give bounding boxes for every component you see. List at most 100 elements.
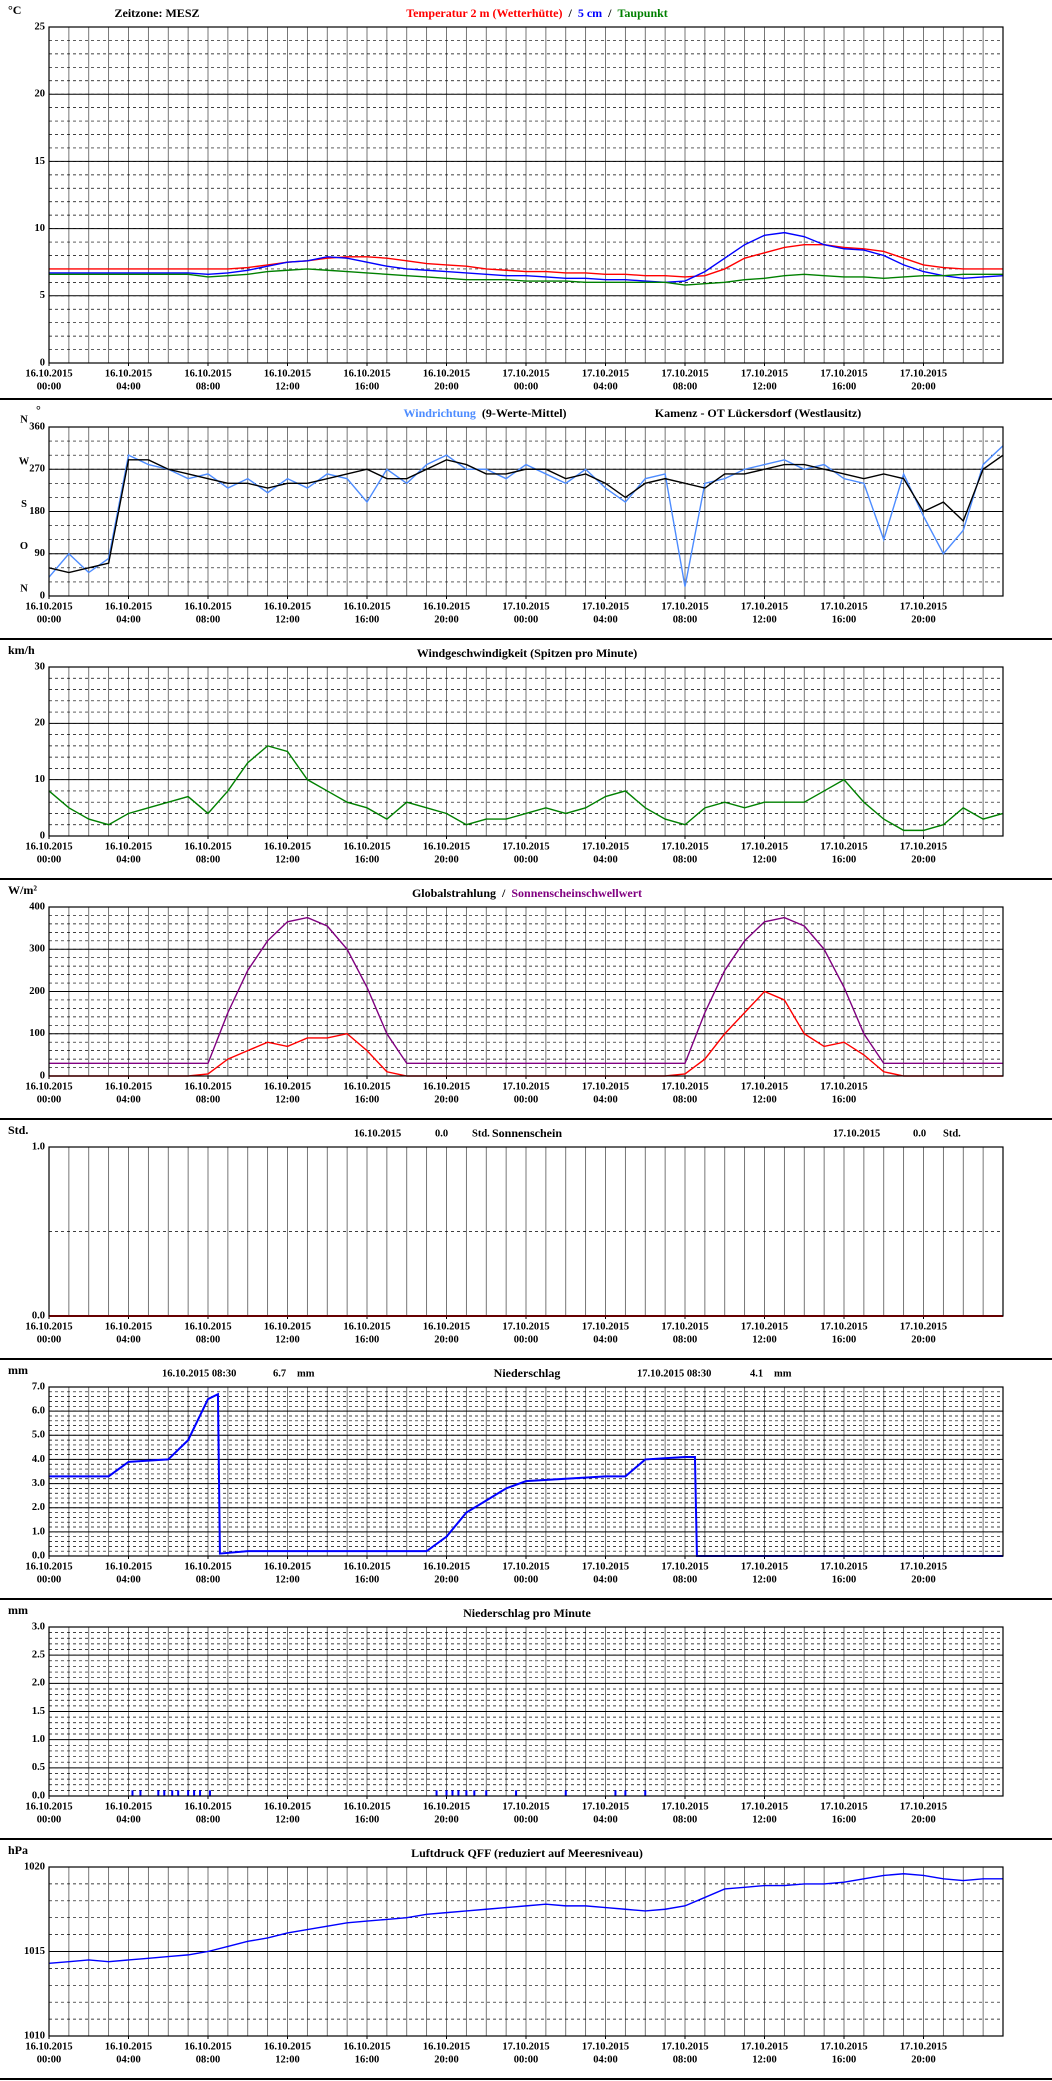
daily-date: 17.10.2015 [833,1128,880,1139]
x-tick-time: 08:00 [673,1094,698,1105]
x-tick-date: 16.10.2015 [423,1561,470,1572]
y-tick-label: 180 [29,506,45,517]
y-tick-label: 5 [40,290,45,301]
bar [187,1790,190,1796]
x-tick-time: 00:00 [514,854,539,865]
x-tick-time: 04:00 [593,1574,618,1585]
x-tick-time: 20:00 [911,1334,936,1345]
x-tick-time: 04:00 [116,1334,141,1345]
x-tick-date: 16.10.2015 [264,1801,311,1812]
x-tick-time: 00:00 [37,854,62,865]
x-tick-date: 17.10.2015 [582,601,629,612]
x-tick-date: 16.10.2015 [184,841,231,852]
y-unit: W/m² [8,883,37,897]
y-compass-label: W [19,457,30,468]
x-tick-time: 04:00 [116,1574,141,1585]
x-tick-time: 12:00 [275,1094,300,1105]
x-tick-time: 12:00 [752,1094,777,1105]
x-tick-time: 12:00 [752,381,777,392]
x-tick-date: 16.10.2015 [25,1561,72,1572]
y-tick-label: 1.0 [32,1526,45,1537]
x-tick-time: 00:00 [37,1334,62,1345]
x-tick-time: 00:00 [37,1814,62,1825]
y-tick-label: 360 [29,421,45,432]
bar [199,1790,202,1796]
x-tick-date: 17.10.2015 [741,2041,788,2052]
x-tick-date: 17.10.2015 [582,2041,629,2052]
legend-entry: Windrichtung [403,406,475,420]
x-tick-date: 16.10.2015 [423,841,470,852]
x-tick-date: 17.10.2015 [820,601,867,612]
y-unit: °C [8,3,21,17]
y-tick-label: 30 [35,661,46,672]
x-tick-time: 12:00 [752,1814,777,1825]
x-tick-date: 17.10.2015 [820,1321,867,1332]
series-line [49,1392,1003,1557]
x-tick-date: 17.10.2015 [661,1081,708,1092]
x-tick-date: 16.10.2015 [343,1561,390,1572]
legend-entry: Taupunkt [618,6,668,20]
x-tick-time: 08:00 [196,854,221,865]
x-tick-time: 08:00 [673,381,698,392]
x-tick-time: 16:00 [355,1814,380,1825]
daily-total: 0.0 [913,1128,926,1139]
y-tick-label: 0.0 [32,1310,45,1321]
bar [435,1790,438,1796]
x-tick-date: 16.10.2015 [105,368,152,379]
x-tick-time: 12:00 [752,1574,777,1585]
x-tick-date: 16.10.2015 [105,1561,152,1572]
x-tick-time: 12:00 [275,614,300,625]
x-tick-date: 16.10.2015 [25,1801,72,1812]
legend: Windrichtung (9-Werte-Mittel) [403,406,566,420]
x-tick-date: 17.10.2015 [900,841,947,852]
y-unit: hPa [8,1843,28,1857]
x-tick-time: 04:00 [593,1334,618,1345]
x-tick-date: 17.10.2015 [741,368,788,379]
x-tick-time: 16:00 [355,1094,380,1105]
x-tick-time: 00:00 [514,1814,539,1825]
chart-title: Niederschlag pro Minute [463,1606,591,1620]
y-tick-label: 25 [35,21,46,32]
x-tick-date: 16.10.2015 [423,1081,470,1092]
x-tick-date: 17.10.2015 [661,1321,708,1332]
bar [177,1790,180,1796]
y-tick-label: 1.0 [32,1734,45,1745]
x-tick-time: 08:00 [673,614,698,625]
legend: Temperatur 2 m (Wetterhütte) / 5 cm / Taupun… [406,6,668,20]
x-tick-time: 12:00 [275,854,300,865]
series-line [48,1873,1003,1965]
legend-entry: Temperatur 2 m (Wetterhütte) [406,6,562,20]
x-tick-date: 16.10.2015 [423,2041,470,2052]
y-tick-label: 200 [29,986,45,997]
x-tick-time: 08:00 [673,2054,698,2065]
x-tick-time: 08:00 [196,1574,221,1585]
x-tick-time: 20:00 [434,381,459,392]
x-tick-date: 17.10.2015 [502,1321,549,1332]
bar [193,1790,196,1796]
x-tick-date: 16.10.2015 [343,1801,390,1812]
x-tick-date: 17.10.2015 [582,368,629,379]
x-tick-date: 17.10.2015 [502,2041,549,2052]
x-tick-time: 20:00 [434,1574,459,1585]
x-tick-time: 00:00 [514,1094,539,1105]
x-tick-time: 04:00 [593,1094,618,1105]
x-tick-date: 16.10.2015 [105,2041,152,2052]
x-tick-time: 12:00 [752,614,777,625]
x-tick-time: 16:00 [355,614,380,625]
x-tick-date: 17.10.2015 [900,2041,947,2052]
y-tick-label: 1010 [24,2030,45,2041]
x-tick-date: 16.10.2015 [184,2041,231,2052]
daily-unit: Std. [472,1128,490,1139]
x-tick-date: 16.10.2015 [105,1321,152,1332]
x-tick-time: 00:00 [37,1094,62,1105]
x-tick-time: 20:00 [911,614,936,625]
x-tick-time: 12:00 [752,1334,777,1345]
y-compass-label: O [20,541,28,552]
y-tick-label: 3.0 [32,1621,45,1632]
x-tick-date: 16.10.2015 [264,601,311,612]
x-tick-date: 17.10.2015 [900,1801,947,1812]
x-tick-time: 08:00 [673,1814,698,1825]
x-tick-time: 12:00 [275,1334,300,1345]
x-tick-time: 16:00 [832,1814,857,1825]
bar [131,1790,134,1796]
